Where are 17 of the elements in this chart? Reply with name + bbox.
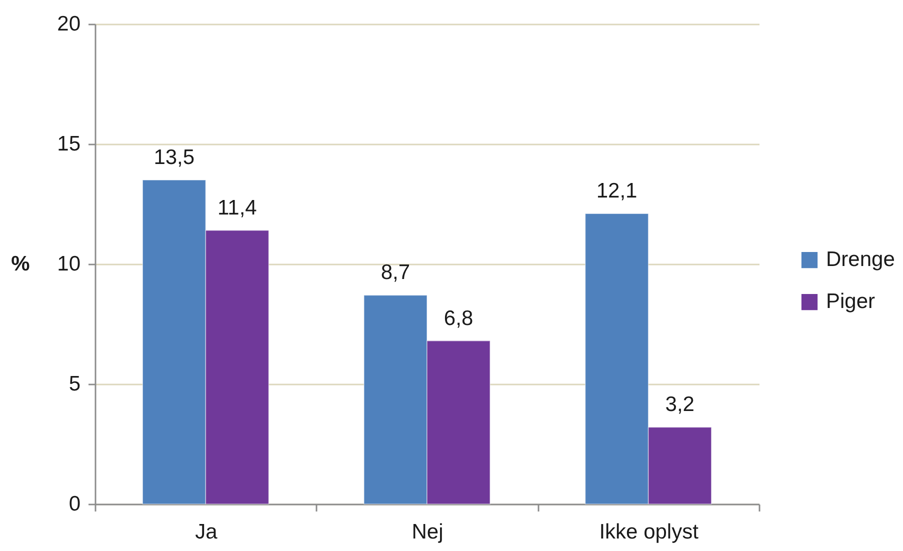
y-tick-label: 10 [57,252,80,276]
x-tick-label: Ja [195,520,218,544]
y-axis-title: % [11,252,30,276]
data-label: 6,8 [444,306,474,330]
y-tick-label: 0 [68,492,80,516]
x-tick-label: Ikke oplyst [599,520,699,544]
data-label: 12,1 [596,180,638,203]
data-label: 8,7 [380,261,410,284]
data-label: 11,4 [218,196,258,220]
data-label: 13,5 [154,146,195,169]
legend-label: Piger [826,290,876,314]
y-tick-label: 15 [57,132,80,156]
y-tick-label: 5 [68,372,80,396]
y-tick-label: 20 [57,12,80,36]
legend-label: Drenge [826,248,895,272]
data-label: 3,2 [665,393,694,416]
x-tick-label: Nej [412,520,444,544]
